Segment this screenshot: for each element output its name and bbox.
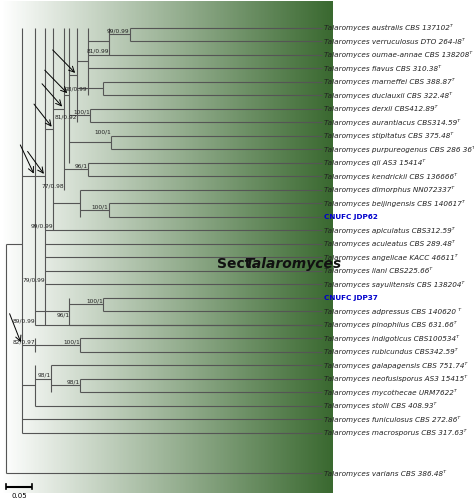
Text: 0.05: 0.05 [11,494,27,500]
Text: Talaromyces rubicundus CBS342.59ᵀ: Talaromyces rubicundus CBS342.59ᵀ [324,348,457,355]
Text: Talaromyces beijingensis CBS 140617ᵀ: Talaromyces beijingensis CBS 140617ᵀ [324,200,464,206]
Text: Talaromyces varians CBS 386.48ᵀ: Talaromyces varians CBS 386.48ᵀ [324,470,446,476]
Text: Talaromyces sayulitensis CBS 138204ᵀ: Talaromyces sayulitensis CBS 138204ᵀ [324,280,464,287]
Text: Talaromyces australis CBS 137102ᵀ: Talaromyces australis CBS 137102ᵀ [324,24,452,31]
Text: 98/0.99: 98/0.99 [65,86,88,91]
Text: Talaromyces neofusisporus AS3 15415ᵀ: Talaromyces neofusisporus AS3 15415ᵀ [324,375,466,382]
Text: 89/0.99: 89/0.99 [12,318,35,324]
Text: 77/0.98: 77/0.98 [41,184,64,188]
Text: 100/1: 100/1 [63,339,80,344]
Text: Talaromyces indigoticus CBS100534ᵀ: Talaromyces indigoticus CBS100534ᵀ [324,334,458,342]
Text: Talaromyces oumae-annae CBS 138208ᵀ: Talaromyces oumae-annae CBS 138208ᵀ [324,51,472,58]
Text: 96/1: 96/1 [56,312,69,317]
Text: Talaromyces derxii CBS412.89ᵀ: Talaromyces derxii CBS412.89ᵀ [324,105,437,112]
Text: Talaromyces aurantiacus CBS314.59ᵀ: Talaromyces aurantiacus CBS314.59ᵀ [324,118,459,126]
Text: Talaromyces macrosporus CBS 317.63ᵀ: Talaromyces macrosporus CBS 317.63ᵀ [324,429,466,436]
Text: Talaromyces purpureogenus CBS 286 36ᵀ: Talaromyces purpureogenus CBS 286 36ᵀ [324,146,474,152]
Text: 100/1: 100/1 [73,110,90,114]
Text: Talaromyces dimorphus NN072337ᵀ: Talaromyces dimorphus NN072337ᵀ [324,186,454,193]
Text: 82/0.97: 82/0.97 [12,339,35,344]
Text: 81/0.92: 81/0.92 [55,114,77,119]
Text: Talaromyces liani CBS225.66ᵀ: Talaromyces liani CBS225.66ᵀ [324,267,432,274]
Text: 100/1: 100/1 [92,204,109,209]
Text: 100/1: 100/1 [87,298,103,304]
Text: 100/1: 100/1 [94,130,111,135]
Text: 98/1: 98/1 [37,373,51,378]
Text: Talaromyces marneffei CBS 388.87ᵀ: Talaromyces marneffei CBS 388.87ᵀ [324,78,454,85]
Text: Talaromyces adpressus CBS 140620 ᵀ: Talaromyces adpressus CBS 140620 ᵀ [324,308,461,314]
Text: 99/0.99: 99/0.99 [107,28,130,33]
Text: CNUFC JDP37: CNUFC JDP37 [324,294,377,300]
Text: 81/0.99: 81/0.99 [86,48,109,54]
Text: 96/1: 96/1 [74,163,88,168]
Text: Talaromyces stipitatus CBS 375.48ᵀ: Talaromyces stipitatus CBS 375.48ᵀ [324,132,453,139]
Text: Talaromyces flavus CBS 310.38ᵀ: Talaromyces flavus CBS 310.38ᵀ [324,64,440,71]
Text: 99/0.99: 99/0.99 [31,224,54,229]
Text: CNUFC JDP62: CNUFC JDP62 [324,214,377,220]
Text: Talaromyces verruculosus DTO 264-I8ᵀ: Talaromyces verruculosus DTO 264-I8ᵀ [324,38,464,44]
Text: Talaromyces galapagensis CBS 751.74ᵀ: Talaromyces galapagensis CBS 751.74ᵀ [324,362,467,368]
Text: 98/1: 98/1 [66,380,80,384]
Text: Talaromyces stolii CBS 408.93ᵀ: Talaromyces stolii CBS 408.93ᵀ [324,402,436,409]
Text: Talaromyces kendrickii CBS 136666ᵀ: Talaromyces kendrickii CBS 136666ᵀ [324,172,456,180]
Text: Talaromyces mycothecae URM7622ᵀ: Talaromyces mycothecae URM7622ᵀ [324,388,456,396]
Text: Talaromyces pinophilus CBS 631.66ᵀ: Talaromyces pinophilus CBS 631.66ᵀ [324,321,456,328]
Text: Talaromyces aculeatus CBS 289.48ᵀ: Talaromyces aculeatus CBS 289.48ᵀ [324,240,454,247]
Text: Talaromyces apiculatus CBS312.59ᵀ: Talaromyces apiculatus CBS312.59ᵀ [324,226,454,234]
Text: Talaromyces duclauxii CBS 322.48ᵀ: Talaromyces duclauxii CBS 322.48ᵀ [324,92,451,98]
Text: Talaromyces: Talaromyces [245,257,342,271]
Text: Talaromyces qii AS3 15414ᵀ: Talaromyces qii AS3 15414ᵀ [324,159,425,166]
Text: Talaromyces angelicae KACC 46611ᵀ: Talaromyces angelicae KACC 46611ᵀ [324,254,457,260]
Text: Talaromyces funiculosus CBS 272.86ᵀ: Talaromyces funiculosus CBS 272.86ᵀ [324,416,460,422]
Text: Sect.: Sect. [217,257,261,271]
Text: 79/0.99: 79/0.99 [23,278,46,283]
